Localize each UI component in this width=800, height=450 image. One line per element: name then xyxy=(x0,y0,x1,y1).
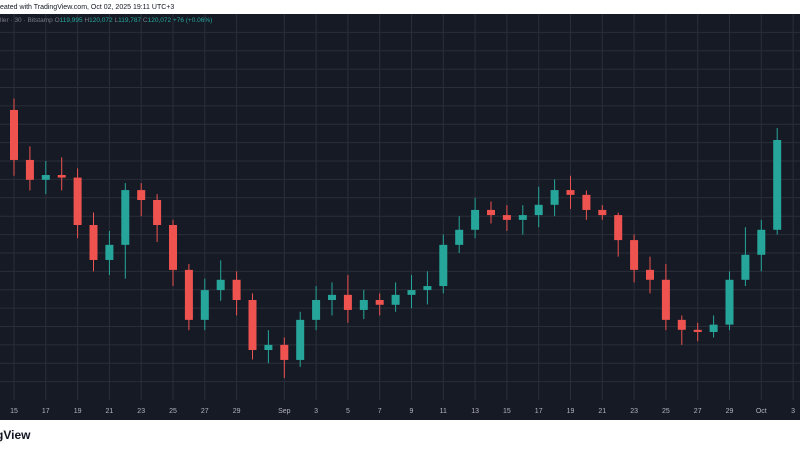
candle-body xyxy=(73,177,82,226)
candle-body xyxy=(598,209,607,216)
candle-body xyxy=(630,240,639,270)
candle-body xyxy=(184,269,193,320)
candle-body xyxy=(296,319,305,360)
candle-body xyxy=(57,175,66,178)
legend-change: +76 (+0.06%) xyxy=(173,17,212,24)
x-tick-label: 17 xyxy=(42,408,50,415)
candle-body xyxy=(439,244,448,287)
candle-body xyxy=(343,294,352,310)
candle-body xyxy=(487,209,495,216)
candle-body xyxy=(773,140,782,230)
x-tick-label: 9 xyxy=(410,408,414,415)
x-tick-label: 21 xyxy=(598,408,606,415)
x-tick-label: 13 xyxy=(471,408,479,415)
legend-key: C xyxy=(143,17,148,24)
candle-body xyxy=(359,300,368,310)
candle-body xyxy=(407,290,416,295)
candle-body xyxy=(502,215,511,220)
x-tick-label: 29 xyxy=(233,408,241,415)
x-axis: 15 17 19 21 23 25 27 29 Sep 3 5 7 9 11 13 15 17 19 21 23 25 2… xyxy=(10,408,795,415)
candle-body xyxy=(566,190,575,195)
x-tick-label: 3 xyxy=(791,408,795,415)
x-tick-label: 29 xyxy=(726,408,734,415)
x-tick-label: 11 xyxy=(440,408,447,415)
candle-body xyxy=(216,279,225,291)
legend-value: 120,072 xyxy=(148,17,172,24)
x-tick-label: 5 xyxy=(346,408,350,415)
x-tick-label: 25 xyxy=(169,408,177,415)
legend-symbol: ller · 30 · Bitstamp xyxy=(0,17,53,24)
x-tick-label: 17 xyxy=(535,408,543,415)
candle-body xyxy=(41,175,50,180)
legend-value: 120,072 xyxy=(89,17,113,24)
chart-background xyxy=(0,14,800,420)
candle-body xyxy=(105,244,114,260)
candle-body xyxy=(455,229,464,245)
candle-body xyxy=(248,300,257,351)
candle-body xyxy=(661,279,670,320)
x-tick-label: 23 xyxy=(630,408,638,415)
candle-body xyxy=(232,279,241,301)
candle-body xyxy=(471,209,480,230)
x-tick-label: 25 xyxy=(662,408,670,415)
candle-body xyxy=(328,294,336,301)
candle-body xyxy=(280,344,289,360)
candles xyxy=(10,98,782,378)
x-tick-label: 19 xyxy=(74,408,82,415)
legend-value: 119,995 xyxy=(60,17,83,24)
candle-body xyxy=(200,290,209,320)
x-tick-label: 3 xyxy=(314,408,318,415)
candle-body xyxy=(10,109,18,160)
candle-body xyxy=(757,229,766,255)
candle-body xyxy=(725,279,734,325)
candle-body xyxy=(312,300,321,320)
candle-body xyxy=(582,194,591,210)
candle-body xyxy=(709,324,718,332)
footer-brand: gView xyxy=(0,428,31,442)
x-tick-label: 15 xyxy=(503,408,511,415)
candle-body xyxy=(391,294,400,305)
legend-key: H xyxy=(84,17,89,24)
x-tick-label: 19 xyxy=(567,408,575,415)
candle-body xyxy=(550,190,559,205)
candle-body xyxy=(264,344,273,351)
legend: ller · 30 · Bitstamp O119,995 H120,072 L… xyxy=(0,17,212,24)
x-tick-label: Oct xyxy=(756,408,767,415)
candle-body xyxy=(89,225,98,260)
candle-body xyxy=(677,319,686,330)
x-tick-label: Sep xyxy=(278,408,291,415)
candle-body xyxy=(518,215,527,220)
candle-body xyxy=(693,329,702,332)
candle-body xyxy=(534,204,543,216)
candle-body xyxy=(153,200,162,226)
candle-body xyxy=(423,286,432,291)
candle-body xyxy=(25,159,34,180)
x-tick-label: 23 xyxy=(137,408,145,415)
legend-key: O xyxy=(55,17,60,24)
x-tick-label: 21 xyxy=(106,408,114,415)
legend-key: L xyxy=(114,17,118,24)
candle-body xyxy=(375,300,384,305)
legend-value: 119,787 xyxy=(118,17,141,24)
candle-body xyxy=(169,225,177,270)
candle-body xyxy=(741,254,750,280)
candle-body xyxy=(137,190,146,201)
x-tick-label: 15 xyxy=(10,408,18,415)
x-tick-label: 7 xyxy=(378,408,382,415)
x-tick-label: 27 xyxy=(201,408,209,415)
grid xyxy=(0,14,800,400)
x-tick-label: 27 xyxy=(694,408,702,415)
candle-body xyxy=(646,269,654,280)
header-title: eated with TradingView.com, Oct 02, 2025… xyxy=(0,4,174,11)
candle-body xyxy=(121,190,130,245)
candle-body xyxy=(614,215,623,241)
